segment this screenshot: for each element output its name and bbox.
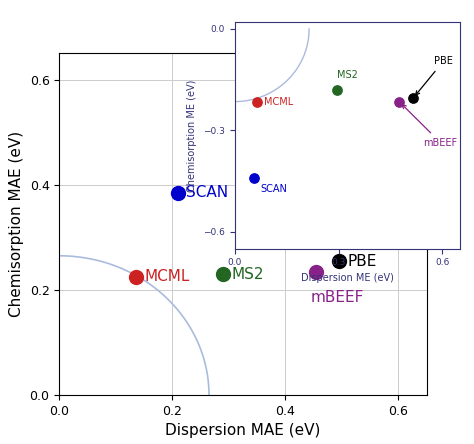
Point — [219, 271, 227, 278]
Text: mBEEF: mBEEF — [311, 290, 364, 305]
Text: SCAN: SCAN — [186, 185, 228, 200]
Y-axis label: Chemisorption MAE (eV): Chemisorption MAE (eV) — [9, 131, 24, 317]
Point — [250, 174, 257, 181]
Point — [132, 273, 139, 280]
Text: MS2: MS2 — [232, 267, 264, 281]
Text: PBE: PBE — [416, 56, 453, 95]
X-axis label: Dispersion MAE (eV): Dispersion MAE (eV) — [165, 424, 320, 438]
Point — [335, 258, 343, 265]
Point — [253, 98, 261, 105]
Text: MCML: MCML — [264, 97, 293, 107]
Y-axis label: Chemisorption ME (eV): Chemisorption ME (eV) — [188, 79, 198, 192]
X-axis label: Dispersion ME (eV): Dispersion ME (eV) — [301, 273, 393, 283]
Point — [395, 98, 403, 105]
Point — [174, 189, 182, 196]
Point — [313, 268, 320, 275]
Text: MS2: MS2 — [337, 70, 358, 79]
Text: SCAN: SCAN — [261, 184, 288, 194]
Text: PBE: PBE — [347, 254, 377, 269]
Point — [409, 95, 417, 102]
Point — [333, 86, 341, 93]
Text: mBEEF: mBEEF — [402, 105, 457, 147]
Text: MCML: MCML — [144, 270, 190, 284]
